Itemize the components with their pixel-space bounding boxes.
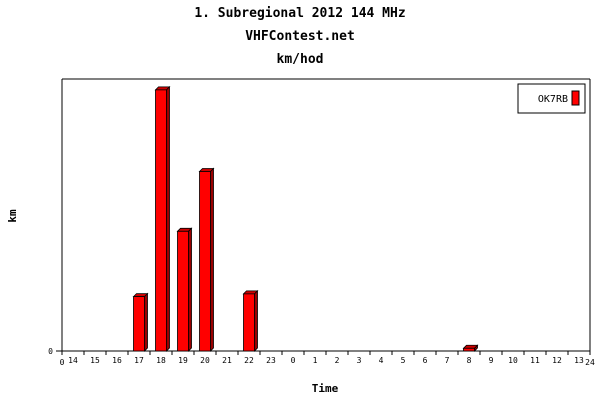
x-tick-label-13: 13 [574,356,584,365]
x-tick-label-4: 4 [379,356,384,365]
x-tick-label-5: 5 [401,356,406,365]
x-tick-label-1: 1 [313,356,318,365]
x-tick-label-12: 12 [552,356,562,365]
legend-swatch-ok7rb [571,90,580,106]
x-tick-label-2: 2 [335,356,340,365]
x-tick-label-7: 7 [445,356,450,365]
bar-17 [132,292,149,352]
x-tick-label-8: 8 [467,356,472,365]
y-axis-title: km [6,209,19,223]
legend: OK7RB [517,83,586,114]
x-tick-label-17: 17 [134,356,144,365]
x-tick-label-18: 18 [156,356,166,365]
bar-8 [462,344,479,352]
x-tick-label-9: 9 [489,356,494,365]
x-axis-ticks: 14 15 16 17 18 19 20 21 22 23 0 1 2 3 4 5 6 7 8 9 10 11 12 13 [61,351,591,365]
x-tick-label-16: 16 [112,356,122,365]
y-tick-label-0: 0 [48,347,53,356]
x-tick-label-19: 19 [178,356,188,365]
chart-title: 1. Subregional 2012 144 MHz [194,6,406,21]
x-axis-start-label: 0 [60,358,65,367]
x-tick-label-21: 21 [222,356,232,365]
x-tick-label-6: 6 [423,356,428,365]
x-tick-label-14: 14 [68,356,78,365]
bar-22 [242,289,259,352]
bar-series [132,85,479,352]
legend-entry-ok7rb: OK7RB [538,94,568,105]
x-tick-label-0: 0 [291,356,296,365]
x-tick-label-23: 23 [266,356,276,365]
bar-20 [198,167,215,352]
x-axis-end-label: 24 [585,358,595,367]
bar-18 [154,85,171,352]
x-tick-label-20: 20 [200,356,210,365]
x-tick-label-22: 22 [244,356,254,365]
chart-subtitle: VHFContest.net [245,29,355,44]
x-tick-label-15: 15 [90,356,100,365]
x-tick-label-10: 10 [508,356,518,365]
x-tick-label-11: 11 [530,356,540,365]
x-axis-title: Time [312,382,339,395]
bar-19 [176,227,193,352]
chart-unit-subtitle: km/hod [276,52,324,67]
x-tick-label-3: 3 [357,356,362,365]
